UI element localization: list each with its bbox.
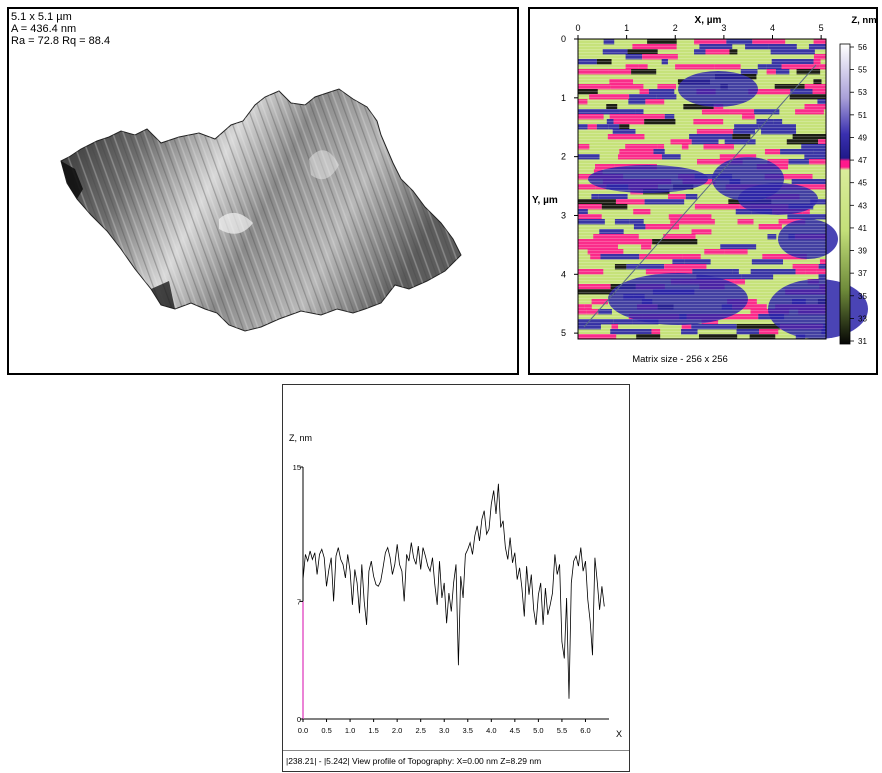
profile-x-tick-label: 4.5 bbox=[510, 726, 520, 735]
colorbar bbox=[839, 43, 851, 345]
heatmap-plot-area bbox=[577, 38, 868, 340]
colorbar-tick-label: 33 bbox=[858, 314, 867, 323]
map-y-ticks: 0 1 2 3 4 5 bbox=[561, 34, 578, 338]
map-y-tick-label: 5 bbox=[561, 328, 566, 338]
colorbar-title: Z, nm bbox=[851, 15, 876, 26]
scan-size-label: 5.1 x 5.1 µm bbox=[11, 11, 72, 23]
profile-series-line bbox=[302, 483, 605, 699]
colorbar-tick-label: 47 bbox=[858, 156, 867, 165]
colorbar-tick-label: 43 bbox=[858, 201, 867, 210]
profile-x-tick-label: 0.5 bbox=[321, 726, 331, 735]
profile-x-tick-label: 1.0 bbox=[345, 726, 355, 735]
map-y-axis-title: Y, µm bbox=[532, 195, 558, 206]
profile-panel: Z, nm X 0 7 15 0.0 0.5 1.0 1.5 2.0 2.5 3.0 3.5 4.0 4… bbox=[282, 384, 630, 772]
profile-x-tick-label: 3.5 bbox=[463, 726, 473, 735]
colorbar-tick-label: 37 bbox=[858, 269, 867, 278]
profile-line[interactable] bbox=[583, 64, 817, 328]
colorbar-tick-label: 35 bbox=[858, 292, 867, 301]
matrix-size-label: Matrix size - 256 x 256 bbox=[632, 354, 728, 365]
colorbar-tick-label: 49 bbox=[858, 133, 867, 142]
colorbar-tick-label: 45 bbox=[858, 179, 867, 188]
profile-y-tick-label: 7 bbox=[297, 597, 301, 606]
map-y-tick-label: 2 bbox=[561, 152, 566, 162]
map-x-tick-label: 0 bbox=[575, 23, 580, 33]
profile-x-tick-label: 4.0 bbox=[486, 726, 496, 735]
colorbar-tick-label: 53 bbox=[858, 88, 867, 97]
colorbar-tick-label: 31 bbox=[858, 337, 867, 346]
colorbar-tick-label: 51 bbox=[858, 111, 867, 120]
colorbar-tick-label: 56 bbox=[858, 43, 867, 52]
map-x-tick-label: 4 bbox=[770, 23, 775, 33]
scan-stats: 5.1 x 5.1 µm A = 436.4 nm Ra = 72.8 Rq =… bbox=[11, 11, 110, 47]
surface-3d-render[interactable] bbox=[9, 9, 517, 373]
amplitude-label: A = 436.4 nm bbox=[11, 23, 77, 35]
map-x-tick-label: 1 bbox=[624, 23, 629, 33]
profile-x-tick-label: 5.0 bbox=[533, 726, 543, 735]
map-x-axis-title: X, µm bbox=[695, 15, 722, 26]
roughness-label: Ra = 72.8 Rq = 88.4 bbox=[11, 35, 111, 47]
profile-y-tick-label: 15 bbox=[293, 463, 301, 472]
profile-x-tick-label: 2.5 bbox=[415, 726, 425, 735]
map-x-tick-label: 3 bbox=[721, 23, 726, 33]
map-y-tick-label: 0 bbox=[561, 34, 566, 44]
colorbar-tick-label: 41 bbox=[858, 224, 867, 233]
profile-x-tick-label: 1.5 bbox=[368, 726, 378, 735]
profile-x-tick-label: 6.0 bbox=[580, 726, 590, 735]
map-x-ticks: 0 1 2 3 4 5 bbox=[575, 23, 824, 39]
profile-status-bar: |238.21| - |5.242| View profile of Topog… bbox=[283, 750, 629, 771]
profile-x-tick-label: 2.0 bbox=[392, 726, 402, 735]
map-x-tick-label: 2 bbox=[673, 23, 678, 33]
colorbar-ticks: 56 55 53 51 49 47 45 43 41 39 37 35 33 31 bbox=[850, 43, 867, 346]
topography-3d-panel: 5.1 x 5.1 µm A = 436.4 nm Ra = 72.8 Rq =… bbox=[7, 7, 519, 375]
profile-y-axis-title: Z, nm bbox=[289, 433, 312, 443]
profile-y-tick-label: 0 bbox=[297, 715, 301, 724]
map-y-tick-label: 4 bbox=[561, 269, 566, 279]
colorbar-tick-label: 39 bbox=[858, 247, 867, 256]
profile-x-tick-label: 3.0 bbox=[439, 726, 449, 735]
profile-x-axis-title: X bbox=[616, 729, 622, 739]
map-y-tick-label: 1 bbox=[561, 93, 566, 103]
colorbar-tick-label: 55 bbox=[858, 66, 867, 75]
profile-line-chart[interactable]: Z, nm X 0 7 15 0.0 0.5 1.0 1.5 2.0 2.5 3.0 3.5 4.0 4… bbox=[283, 385, 629, 749]
profile-x-tick-label: 0.0 bbox=[298, 726, 308, 735]
map-x-tick-label: 5 bbox=[819, 23, 824, 33]
map-y-tick-label: 3 bbox=[561, 210, 566, 220]
profile-x-tick-label: 5.5 bbox=[557, 726, 567, 735]
